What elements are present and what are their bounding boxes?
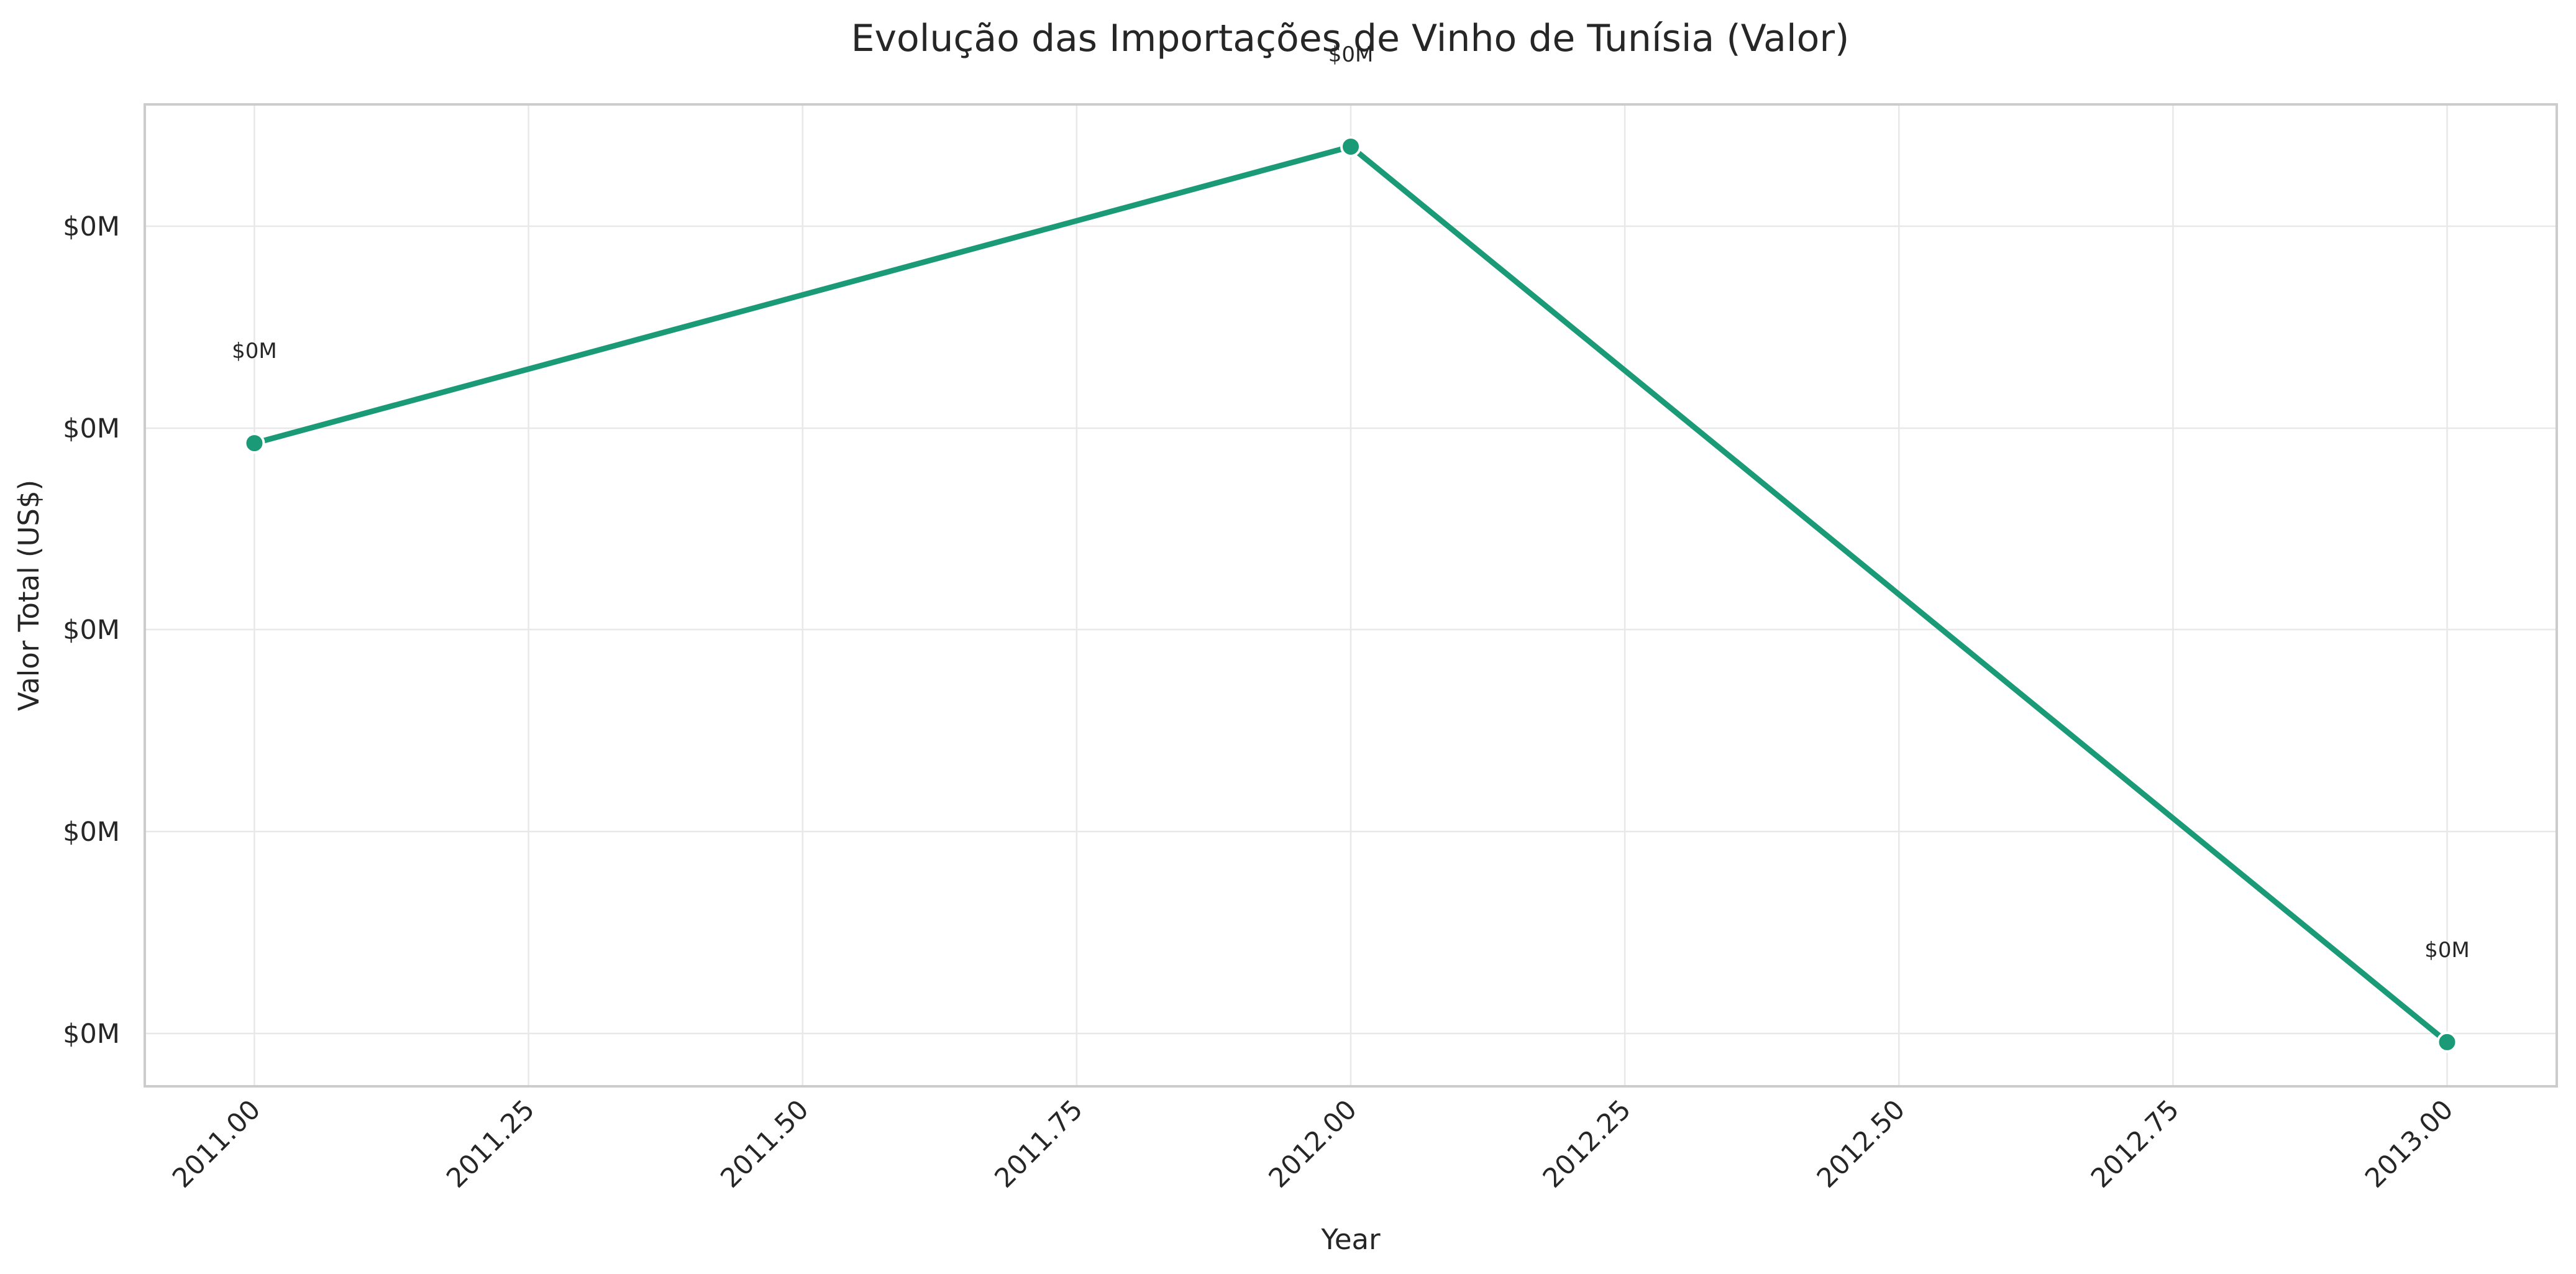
- x-tick-label: 2012.25: [1537, 1094, 1637, 1194]
- x-tick-label: 2012.00: [1263, 1094, 1363, 1194]
- data-label: $0M: [1328, 42, 1374, 67]
- y-tick-label: $0M: [63, 615, 120, 646]
- x-tick-label: 2012.50: [1811, 1094, 1911, 1194]
- x-tick-label: 2012.75: [2085, 1094, 2185, 1194]
- data-point: [2436, 1031, 2458, 1053]
- x-tick-label: 2011.50: [715, 1094, 815, 1194]
- y-tick-label: $0M: [63, 211, 120, 242]
- x-axis-ticks: 2011.00 2011.25 2011.50 2011.75 2012.00 2012.…: [167, 1094, 2459, 1194]
- chart-title: Evolução das Importações de Vinho de Tun…: [851, 17, 1850, 60]
- y-axis-ticks: $0M $0M $0M $0M $0M: [63, 211, 120, 1050]
- data-label: $0M: [232, 339, 277, 364]
- data-point: [1340, 135, 1361, 157]
- series-layer: $0M $0M $0M: [232, 42, 2470, 1053]
- grid-lines: [145, 104, 2557, 1086]
- x-tick-label: 2011.75: [989, 1094, 1089, 1194]
- data-label: $0M: [2424, 938, 2470, 963]
- data-point: [244, 433, 265, 454]
- x-tick-label: 2011.00: [167, 1094, 267, 1194]
- y-axis-label: Valor Total (US$): [12, 480, 45, 711]
- x-axis-label: Year: [1320, 1223, 1381, 1256]
- y-tick-label: $0M: [63, 817, 120, 848]
- x-tick-label: 2013.00: [2359, 1094, 2459, 1194]
- x-tick-label: 2011.25: [441, 1094, 541, 1194]
- plot-frame: [144, 103, 2558, 1088]
- y-tick-label: $0M: [63, 413, 120, 444]
- y-tick-label: $0M: [63, 1019, 120, 1050]
